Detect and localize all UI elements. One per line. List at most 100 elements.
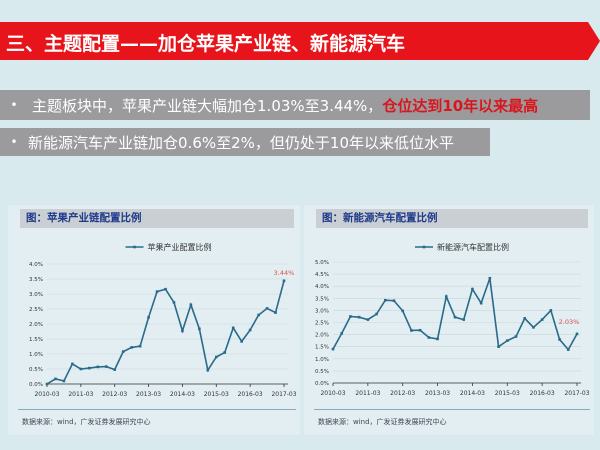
- divider: [314, 409, 590, 410]
- y-tick-label: 3.0%: [29, 292, 43, 298]
- x-tick-label: 2016-03: [530, 390, 555, 397]
- y-tick-label: 3.5%: [315, 296, 329, 302]
- data-point: [223, 351, 227, 354]
- data-point: [138, 344, 142, 348]
- data-label: 2.03%: [559, 318, 580, 326]
- legend-label: 新能源汽车配置比例: [437, 242, 509, 252]
- bullet-text: 主题板块中，苹果产业链大幅加仓1.03%至3.44%，: [32, 96, 383, 115]
- x-tick-label: 2017-03: [564, 390, 589, 397]
- legend-marker: [133, 245, 136, 249]
- data-point: [392, 299, 396, 303]
- data-point: [130, 346, 133, 349]
- y-tick-label: 2.0%: [29, 322, 43, 328]
- data-point: [189, 303, 193, 307]
- data-point: [147, 316, 150, 319]
- y-tick-label: 0.0%: [315, 381, 329, 387]
- data-point: [331, 347, 335, 351]
- data-point: [96, 365, 100, 369]
- data-point: [206, 368, 210, 372]
- x-tick-label: 2015-03: [495, 390, 520, 397]
- data-point: [71, 362, 74, 366]
- data-point: [121, 350, 125, 353]
- data-point: [340, 332, 344, 335]
- data-point: [444, 295, 448, 298]
- bullet-highlight: 仓位达到10年以来最高: [382, 96, 539, 115]
- data-point: [558, 338, 561, 341]
- x-tick-label: 2010-03: [320, 390, 345, 397]
- data-point: [575, 332, 579, 336]
- series-line: [332, 277, 578, 351]
- x-tick-label: 2014-03: [170, 391, 195, 398]
- data-point: [497, 345, 500, 348]
- data-point: [357, 315, 361, 319]
- data-point: [375, 312, 378, 316]
- y-tick-label: 3.0%: [315, 308, 329, 314]
- data-point: [488, 276, 492, 280]
- bullet-dot-icon: •: [10, 135, 18, 149]
- data-point: [257, 313, 260, 317]
- legend-marker: [422, 245, 426, 249]
- data-point: [240, 340, 243, 343]
- y-tick-label: 0.5%: [315, 369, 329, 375]
- y-tick-label: 1.0%: [315, 357, 329, 363]
- chart-panel-title: 图：新能源汽车配置比例: [316, 209, 588, 228]
- y-tick-label: 1.5%: [315, 345, 329, 351]
- data-point: [198, 327, 201, 331]
- source-note: 数据来源：wind，广发证券发展研究中心: [22, 418, 151, 426]
- data-point: [113, 368, 117, 371]
- data-point: [62, 379, 66, 383]
- y-tick-label: 2.5%: [29, 307, 43, 313]
- legend-label: 苹果产业配置比例: [148, 242, 212, 252]
- data-point: [532, 326, 535, 329]
- data-point: [436, 337, 439, 341]
- data-point: [181, 329, 184, 333]
- data-point: [274, 311, 277, 314]
- data-point: [164, 287, 167, 291]
- data-point: [566, 348, 570, 351]
- y-tick-label: 5.0%: [315, 260, 329, 266]
- page-title: 三、主题配置——加仓苹果产业链、新能源汽车: [6, 33, 406, 55]
- data-point: [427, 336, 431, 339]
- data-point: [79, 367, 83, 371]
- y-tick-label: 3.5%: [29, 277, 43, 283]
- x-tick-label: 2011-03: [68, 391, 93, 398]
- data-point: [462, 318, 466, 321]
- y-tick-label: 4.0%: [315, 284, 329, 290]
- data-point: [282, 279, 286, 283]
- x-tick-label: 2014-03: [460, 390, 485, 397]
- data-point: [54, 377, 57, 381]
- x-tick-label: 2013-03: [425, 390, 450, 397]
- chart-panel-apple: 图：苹果产业链配置比例 数据来源：wind，广发证券发展研究中心 0.0% 0.5…: [8, 205, 300, 435]
- data-point: [401, 309, 405, 313]
- source-note: 数据来源：wind，广发证券发展研究中心: [318, 418, 447, 426]
- data-point: [248, 328, 252, 332]
- data-point: [172, 301, 176, 304]
- data-point: [418, 328, 422, 332]
- bullet-item: • 主题板块中，苹果产业链大幅加仓1.03%至3.44%， 仓位达到10年以来最高: [0, 90, 590, 120]
- x-tick-label: 2016-03: [238, 391, 263, 398]
- x-tick-label: 2015-03: [204, 391, 229, 398]
- data-point: [231, 326, 235, 330]
- y-tick-label: 1.0%: [29, 352, 43, 358]
- y-tick-label: 2.0%: [315, 333, 329, 339]
- data-point: [549, 309, 553, 312]
- series-line: [46, 280, 285, 385]
- line-chart: 0.0% 0.5% 1.0% 1.5% 2.0% 2.5% 3.0% 3.5% 4.0% 4.5%…: [315, 242, 590, 397]
- x-tick-label: 2011-03: [355, 390, 380, 397]
- data-point: [410, 329, 413, 332]
- data-point: [514, 335, 518, 338]
- data-point: [45, 382, 49, 386]
- data-point: [88, 366, 91, 370]
- data-point: [540, 318, 544, 321]
- x-tick-label: 2017-03: [271, 391, 296, 398]
- title-banner: [0, 22, 600, 60]
- y-tick-label: 4.0%: [29, 262, 43, 268]
- data-point: [349, 315, 352, 318]
- chart-panel-title: 图：苹果产业链配置比例: [20, 209, 294, 228]
- x-tick-label: 2013-03: [136, 391, 161, 398]
- data-label: 3.44%: [274, 269, 295, 277]
- data-point: [155, 290, 159, 293]
- y-tick-label: 0.0%: [29, 382, 43, 388]
- data-point: [265, 307, 269, 310]
- x-tick-label: 2012-03: [390, 390, 415, 397]
